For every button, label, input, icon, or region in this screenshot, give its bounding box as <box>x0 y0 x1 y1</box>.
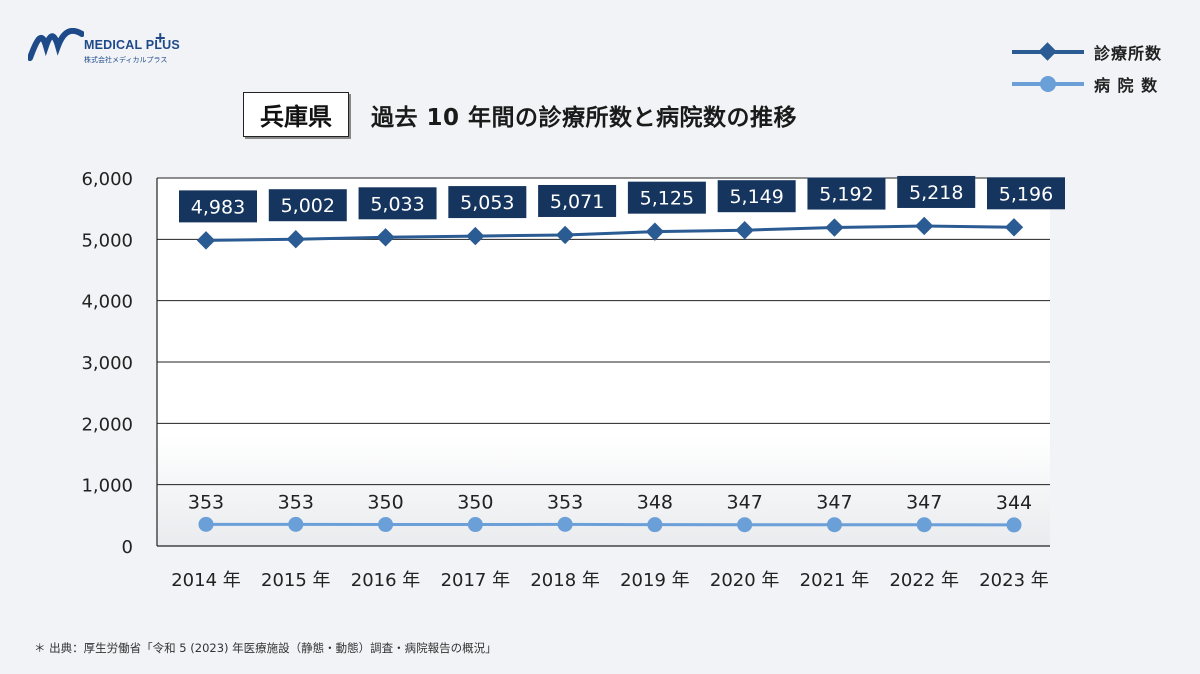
hospital-value-label: 353 <box>278 491 314 513</box>
hospital-value-label: 350 <box>367 492 403 514</box>
diamond-line-marker-icon <box>1011 42 1084 61</box>
series-line <box>205 224 1015 242</box>
prefecture-label: 兵庫県 <box>243 92 349 137</box>
legend-label-hospital: 病 院 数 <box>1093 76 1159 95</box>
hospital-value-label: 353 <box>188 491 224 513</box>
clinic-value-label-bg <box>358 187 437 220</box>
clinic-value-label-bg <box>179 190 257 223</box>
hospital-point <box>1006 517 1022 533</box>
clinic-point <box>466 226 485 246</box>
y-tick-label: 6,000 <box>81 169 133 190</box>
legend-item-clinic: 診療所数 <box>1010 36 1162 68</box>
clinic-point <box>286 230 305 249</box>
y-tick-label: 4,000 <box>81 292 133 313</box>
clinic-value-label: 5,218 <box>909 182 963 204</box>
x-tick-label: 2015 年 <box>261 570 331 591</box>
y-tick-label: 2,000 <box>81 414 133 435</box>
y-tick-label: 1,000 <box>81 476 133 497</box>
hospital-point <box>826 517 842 533</box>
x-tick-label: 2017 年 <box>441 570 511 591</box>
clinic-point <box>555 225 575 245</box>
hospital-value-label: 347 <box>906 492 942 514</box>
clinic-point <box>735 221 754 240</box>
logo-mark-icon <box>27 27 85 61</box>
hospital-value-label: 344 <box>996 492 1032 514</box>
x-tick-label: 2014 年 <box>171 570 241 591</box>
clinic-value-label: 5,149 <box>729 186 783 208</box>
clinic-value-label-bg <box>807 177 886 210</box>
clinic-value-label-bg <box>538 184 617 217</box>
hospital-point <box>198 516 214 532</box>
hospital-point <box>467 517 483 533</box>
hospital-point <box>916 517 932 533</box>
legend-label-clinic: 診療所数 <box>1093 44 1162 63</box>
x-tick-label: 2018 年 <box>530 570 600 591</box>
clinic-value-label: 4,983 <box>191 196 245 218</box>
clinic-value-label: 5,053 <box>460 192 514 214</box>
clinic-value-label: 5,033 <box>370 193 424 215</box>
brand-name: MEDICAL PLUS <box>84 38 180 52</box>
clinic-point <box>645 222 665 241</box>
source-note: ＊ 出典：厚生労働省「令和 5 (2023) 年医療施設（静態・動態）調査・病院… <box>34 641 497 655</box>
clinic-value-label-bg <box>627 181 706 214</box>
hospital-value-label: 348 <box>637 492 673 514</box>
clinic-value-label-bg <box>268 189 347 222</box>
hospital-point <box>557 516 573 532</box>
medical-plus-logo: MEDICAL PLUS + 株式会社メディカルプラス <box>27 27 180 72</box>
x-tick-label: 2022 年 <box>889 570 959 591</box>
y-tick-label: 5,000 <box>81 230 133 251</box>
clinic-point <box>915 216 934 236</box>
y-tick-label: 0 <box>122 537 133 558</box>
clinic-point <box>196 231 216 250</box>
circle-line-marker-icon <box>1011 76 1084 92</box>
clinic-point <box>376 228 395 247</box>
x-tick-label: 2019 年 <box>620 570 690 591</box>
clinic-point <box>825 218 844 237</box>
clinic-point <box>1004 218 1024 237</box>
chart-legend: 診療所数 病 院 数 <box>1010 36 1162 100</box>
x-tick-label: 2023 年 <box>979 570 1049 591</box>
hospital-value-label: 347 <box>816 492 852 514</box>
hospital-value-label: 350 <box>457 492 493 514</box>
x-tick-label: 2021 年 <box>800 570 870 591</box>
x-tick-label: 2020 年 <box>710 570 780 591</box>
hospital-value-label: 347 <box>727 492 763 514</box>
hospital-value-label: 353 <box>547 491 583 513</box>
clinic-value-label: 5,192 <box>819 184 873 206</box>
clinic-value-label-bg <box>448 186 527 219</box>
x-tick-label: 2016 年 <box>351 570 421 591</box>
legend-item-hospital: 病 院 数 <box>1010 68 1162 100</box>
series-line <box>206 522 1015 527</box>
chart-header: 兵庫県 過去 10 年間の診療所数と病院数の推移 <box>243 92 797 137</box>
clinic-value-label-bg <box>987 177 1065 210</box>
hospital-point <box>647 517 663 533</box>
clinic-value-label-bg <box>717 180 796 213</box>
y-tick-label: 3,000 <box>81 353 133 374</box>
brand-subtitle: 株式会社メディカルプラス <box>84 56 168 64</box>
clinic-value-label-bg <box>897 175 976 208</box>
clinic-value-label: 5,071 <box>550 191 604 213</box>
brand-plus-icon: + <box>155 28 166 48</box>
hospital-point <box>737 517 753 533</box>
hospital-point <box>288 516 304 532</box>
chart-title: 過去 10 年間の診療所数と病院数の推移 <box>371 104 798 131</box>
clinic-value-label: 5,002 <box>281 195 335 217</box>
clinic-value-label: 5,125 <box>640 188 694 210</box>
hospital-point <box>378 517 394 533</box>
clinic-value-label: 5,196 <box>999 183 1053 205</box>
